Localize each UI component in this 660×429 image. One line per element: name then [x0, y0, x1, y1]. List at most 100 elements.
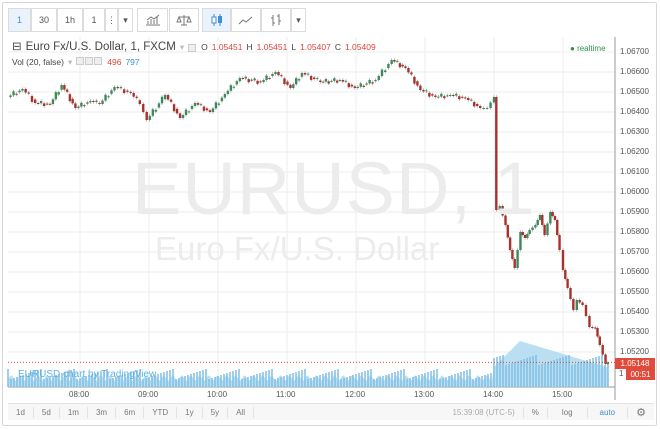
- time-tick-label: 10:00: [207, 390, 228, 399]
- tradingview-credit-link[interactable]: EURUSD chart by TradingView: [18, 369, 157, 380]
- candle: [511, 250, 514, 259]
- candle: [556, 220, 559, 235]
- interval-30m-button[interactable]: 30: [31, 8, 57, 32]
- candle: [387, 64, 390, 68]
- price-tick-label: 1.05300: [620, 327, 649, 336]
- range-ytd-button[interactable]: YTD: [144, 406, 178, 418]
- candle: [138, 100, 141, 104]
- range-1y-button[interactable]: 1y: [177, 406, 203, 418]
- candle: [280, 75, 283, 77]
- candle: [604, 354, 607, 364]
- bottom-toolbar: 1d 5d 1m 3m 6m YTD 1y 5y All 15:39:08 (UTC-5) % …: [8, 403, 654, 420]
- candle: [531, 227, 534, 230]
- more-intervals-button[interactable]: ⋮: [105, 8, 118, 32]
- candle: [425, 90, 428, 92]
- compare-button[interactable]: [169, 8, 199, 32]
- candle: [443, 96, 446, 99]
- series-settings-icon[interactable]: [188, 43, 197, 52]
- candle: [98, 103, 101, 104]
- candles-style-button[interactable]: [202, 8, 231, 32]
- line-style-button[interactable]: [231, 8, 261, 32]
- compare-icon: [176, 15, 192, 26]
- candle: [268, 78, 271, 79]
- candle: [551, 212, 554, 216]
- candle: [538, 215, 542, 220]
- candle: [208, 110, 212, 112]
- watermark-name: Euro Fx/U.S. Dollar: [155, 230, 440, 267]
- candle: [241, 78, 245, 79]
- interval-1h-button[interactable]: 1h: [57, 8, 83, 32]
- candle: [274, 72, 277, 74]
- chart-style-dropdown-button[interactable]: ▾: [291, 8, 306, 32]
- percent-scale-button[interactable]: %: [524, 406, 548, 418]
- watermark-symbol: EURUSD, 1: [132, 147, 536, 230]
- candle: [295, 78, 298, 85]
- candle: [21, 89, 24, 91]
- collapse-icon[interactable]: ⊟: [12, 41, 22, 53]
- candle: [68, 94, 72, 102]
- indicators-icon: [145, 14, 160, 26]
- price-tick-label: 1.05500: [620, 287, 649, 296]
- candle: [338, 80, 342, 81]
- range-5d-button[interactable]: 5d: [34, 406, 60, 418]
- price-tick-label: 1.06200: [620, 147, 649, 156]
- indicators-button[interactable]: [137, 8, 168, 32]
- range-5y-button[interactable]: 5y: [203, 406, 229, 418]
- candle: [470, 99, 473, 101]
- candle: [244, 76, 247, 79]
- candles-icon: [211, 14, 222, 26]
- candle: [440, 93, 443, 97]
- low-value: 1.05407: [300, 42, 331, 52]
- candle: [238, 78, 242, 82]
- candle: [271, 74, 274, 76]
- range-all-button[interactable]: All: [228, 406, 254, 418]
- range-1d-button[interactable]: 1d: [8, 406, 34, 418]
- candle: [578, 300, 581, 303]
- time-tick-label: 11:00: [276, 390, 296, 399]
- candle: [226, 90, 230, 94]
- candle: [416, 81, 419, 86]
- interval-custom-button[interactable]: 1: [83, 8, 105, 32]
- volume-settings-icon[interactable]: [85, 57, 94, 65]
- series-dropdown-icon[interactable]: ▾: [179, 42, 185, 52]
- settings-gear-icon[interactable]: ⚙: [636, 406, 646, 419]
- candle: [277, 72, 280, 76]
- candle: [297, 79, 301, 81]
- candle: [229, 85, 233, 91]
- candle: [410, 72, 413, 75]
- candle: [521, 232, 524, 235]
- candle: [256, 80, 259, 84]
- range-3m-button[interactable]: 3m: [88, 406, 117, 418]
- candle: [606, 362, 610, 364]
- volume-hide-icon[interactable]: [76, 57, 85, 65]
- interval-1m-button[interactable]: 1: [8, 8, 31, 32]
- volume-dropdown-icon[interactable]: ▾: [67, 57, 73, 67]
- candle: [259, 81, 262, 83]
- interval-dropdown-button[interactable]: ▾: [118, 8, 133, 32]
- candle: [74, 103, 77, 108]
- candle: [289, 84, 292, 88]
- close-label: C: [334, 42, 341, 52]
- log-scale-button[interactable]: log: [548, 406, 588, 418]
- candle: [119, 87, 123, 89]
- range-1m-button[interactable]: 1m: [60, 406, 88, 418]
- candle: [77, 106, 80, 108]
- realtime-status: ● realtime: [570, 44, 606, 53]
- volume-remove-icon[interactable]: [94, 57, 103, 65]
- candle: [455, 93, 458, 96]
- open-value: 1.05451: [211, 42, 243, 52]
- volume-label: Vol (20, false): [12, 57, 64, 67]
- bars-style-button[interactable]: [261, 8, 291, 32]
- candle: [584, 305, 588, 316]
- close-value: 1.05409: [344, 42, 376, 52]
- candle: [591, 327, 594, 328]
- price-tick-label: 1.05400: [620, 307, 649, 316]
- candle: [561, 250, 565, 270]
- range-6m-button[interactable]: 6m: [116, 406, 145, 418]
- bar-countdown-tag: 00:51: [626, 369, 655, 380]
- candle: [492, 97, 496, 103]
- candle: [196, 103, 200, 105]
- auto-scale-button[interactable]: auto: [588, 406, 629, 418]
- candle: [65, 89, 69, 92]
